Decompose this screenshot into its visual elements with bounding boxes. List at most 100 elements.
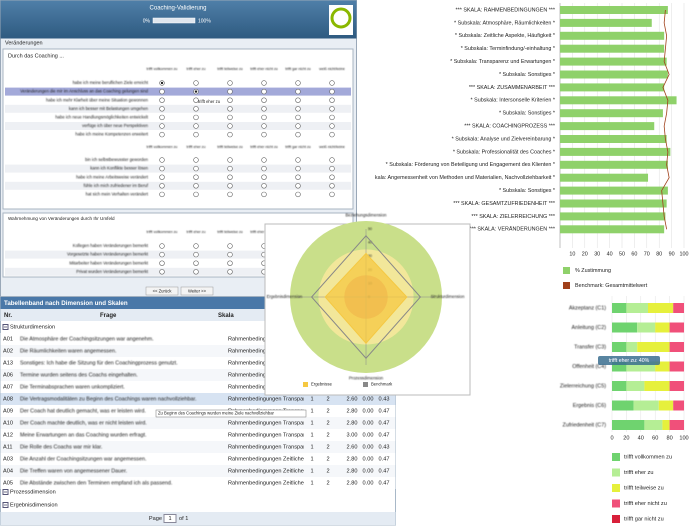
radio-button[interactable] [227, 123, 233, 129]
row-stat: 2 [326, 456, 329, 462]
column-header: Frage [100, 313, 117, 319]
item-label: Vorgesetzte haben Veränderungen bemerkt [67, 252, 149, 257]
radio-button[interactable] [261, 106, 267, 112]
radio-button[interactable] [159, 174, 165, 180]
radio-button[interactable] [227, 106, 233, 112]
radio-button[interactable] [295, 80, 301, 86]
radio-button[interactable] [295, 106, 301, 112]
radio-button[interactable] [295, 97, 301, 103]
radio-button[interactable] [193, 80, 199, 86]
radio-button[interactable] [227, 88, 233, 95]
radio-button[interactable] [193, 165, 199, 172]
radio-button[interactable] [193, 191, 199, 198]
radio-button[interactable] [159, 88, 165, 95]
radio-button[interactable] [329, 183, 335, 189]
radio-button[interactable] [295, 123, 301, 129]
radio-button[interactable] [329, 123, 335, 129]
radio-button[interactable] [159, 260, 165, 266]
radio-button[interactable] [159, 157, 165, 163]
radio-button[interactable] [295, 191, 301, 198]
column-header: Skala [218, 313, 234, 319]
radio-button[interactable] [193, 243, 199, 249]
button-next[interactable] [180, 286, 214, 296]
radio-button[interactable] [193, 157, 199, 163]
radio-button[interactable] [193, 106, 199, 112]
radio-button[interactable] [295, 131, 301, 138]
radio-button[interactable] [227, 114, 233, 121]
radio-button[interactable] [329, 88, 335, 95]
radio-button[interactable] [261, 174, 267, 180]
radio-button[interactable] [227, 157, 233, 163]
radio-button[interactable] [295, 88, 301, 95]
radio-button[interactable] [227, 165, 233, 172]
radio-button[interactable] [329, 191, 335, 198]
radio-button[interactable] [193, 251, 199, 258]
radio-button[interactable] [295, 165, 301, 172]
radio-button[interactable] [329, 106, 335, 112]
radio-button[interactable] [329, 114, 335, 121]
radio-button[interactable] [159, 123, 165, 129]
bar-segment [669, 381, 684, 391]
radio-button[interactable] [193, 114, 199, 121]
radio-button[interactable] [261, 114, 267, 121]
pager-input[interactable] [163, 514, 177, 523]
radio-button[interactable] [329, 131, 335, 138]
table-row [0, 477, 396, 489]
radio-button[interactable] [261, 183, 267, 189]
radio-button[interactable] [227, 191, 233, 198]
radio-button[interactable] [329, 80, 335, 86]
radio-button[interactable] [261, 97, 267, 103]
row-stat: 2.80 [347, 480, 358, 486]
radio-button[interactable] [261, 191, 267, 198]
radio-button[interactable] [227, 97, 233, 103]
radio-button[interactable] [261, 80, 267, 86]
radio-button[interactable] [159, 131, 165, 138]
radio-button[interactable] [227, 260, 233, 266]
radio-button[interactable] [193, 131, 199, 138]
radio-button[interactable] [159, 114, 165, 121]
row-stat: 1 [310, 444, 313, 450]
radio-button[interactable] [295, 174, 301, 180]
radio-button[interactable] [329, 157, 335, 163]
radio-button[interactable] [227, 80, 233, 86]
radio-button[interactable] [227, 251, 233, 258]
row-stat: 2 [326, 396, 329, 402]
radio-button[interactable] [159, 106, 165, 112]
radio-button[interactable] [159, 251, 165, 258]
x-tick-label: 100 [680, 251, 689, 257]
radio-button[interactable] [261, 123, 267, 129]
bar-segment [626, 342, 638, 352]
radio-button[interactable] [193, 183, 199, 189]
radio-button[interactable] [295, 157, 301, 163]
radio-button[interactable] [261, 88, 267, 95]
radio-button[interactable] [227, 269, 233, 275]
radio-button[interactable] [227, 183, 233, 189]
radio-button[interactable] [159, 97, 165, 103]
radio-button[interactable] [193, 123, 199, 129]
radio-button[interactable] [261, 131, 267, 138]
radio-button[interactable] [193, 174, 199, 180]
row-shade [5, 181, 351, 190]
chart-tooltip [598, 356, 660, 365]
radio-button[interactable] [159, 191, 165, 198]
row-question: Sonstiges: Ich habe die Sitzung für den … [20, 360, 178, 366]
radio-button[interactable] [329, 97, 335, 103]
radio-button[interactable] [159, 183, 165, 189]
radio-button[interactable] [329, 174, 335, 180]
bar-segment [673, 400, 684, 411]
radio-button[interactable] [227, 243, 233, 249]
radio-button[interactable] [329, 165, 335, 172]
radio-button[interactable] [193, 97, 199, 103]
radio-button[interactable] [261, 165, 267, 172]
radio-button[interactable] [159, 243, 165, 249]
radio-button[interactable] [227, 131, 233, 138]
radio-button[interactable] [193, 260, 199, 266]
radio-button[interactable] [159, 165, 165, 172]
radio-button[interactable] [227, 174, 233, 180]
radio-button[interactable] [193, 269, 199, 275]
radio-button[interactable] [295, 114, 301, 121]
button-back[interactable] [145, 286, 179, 296]
radio-button[interactable] [159, 269, 165, 275]
radio-button[interactable] [261, 157, 267, 163]
radio-button[interactable] [295, 183, 301, 189]
